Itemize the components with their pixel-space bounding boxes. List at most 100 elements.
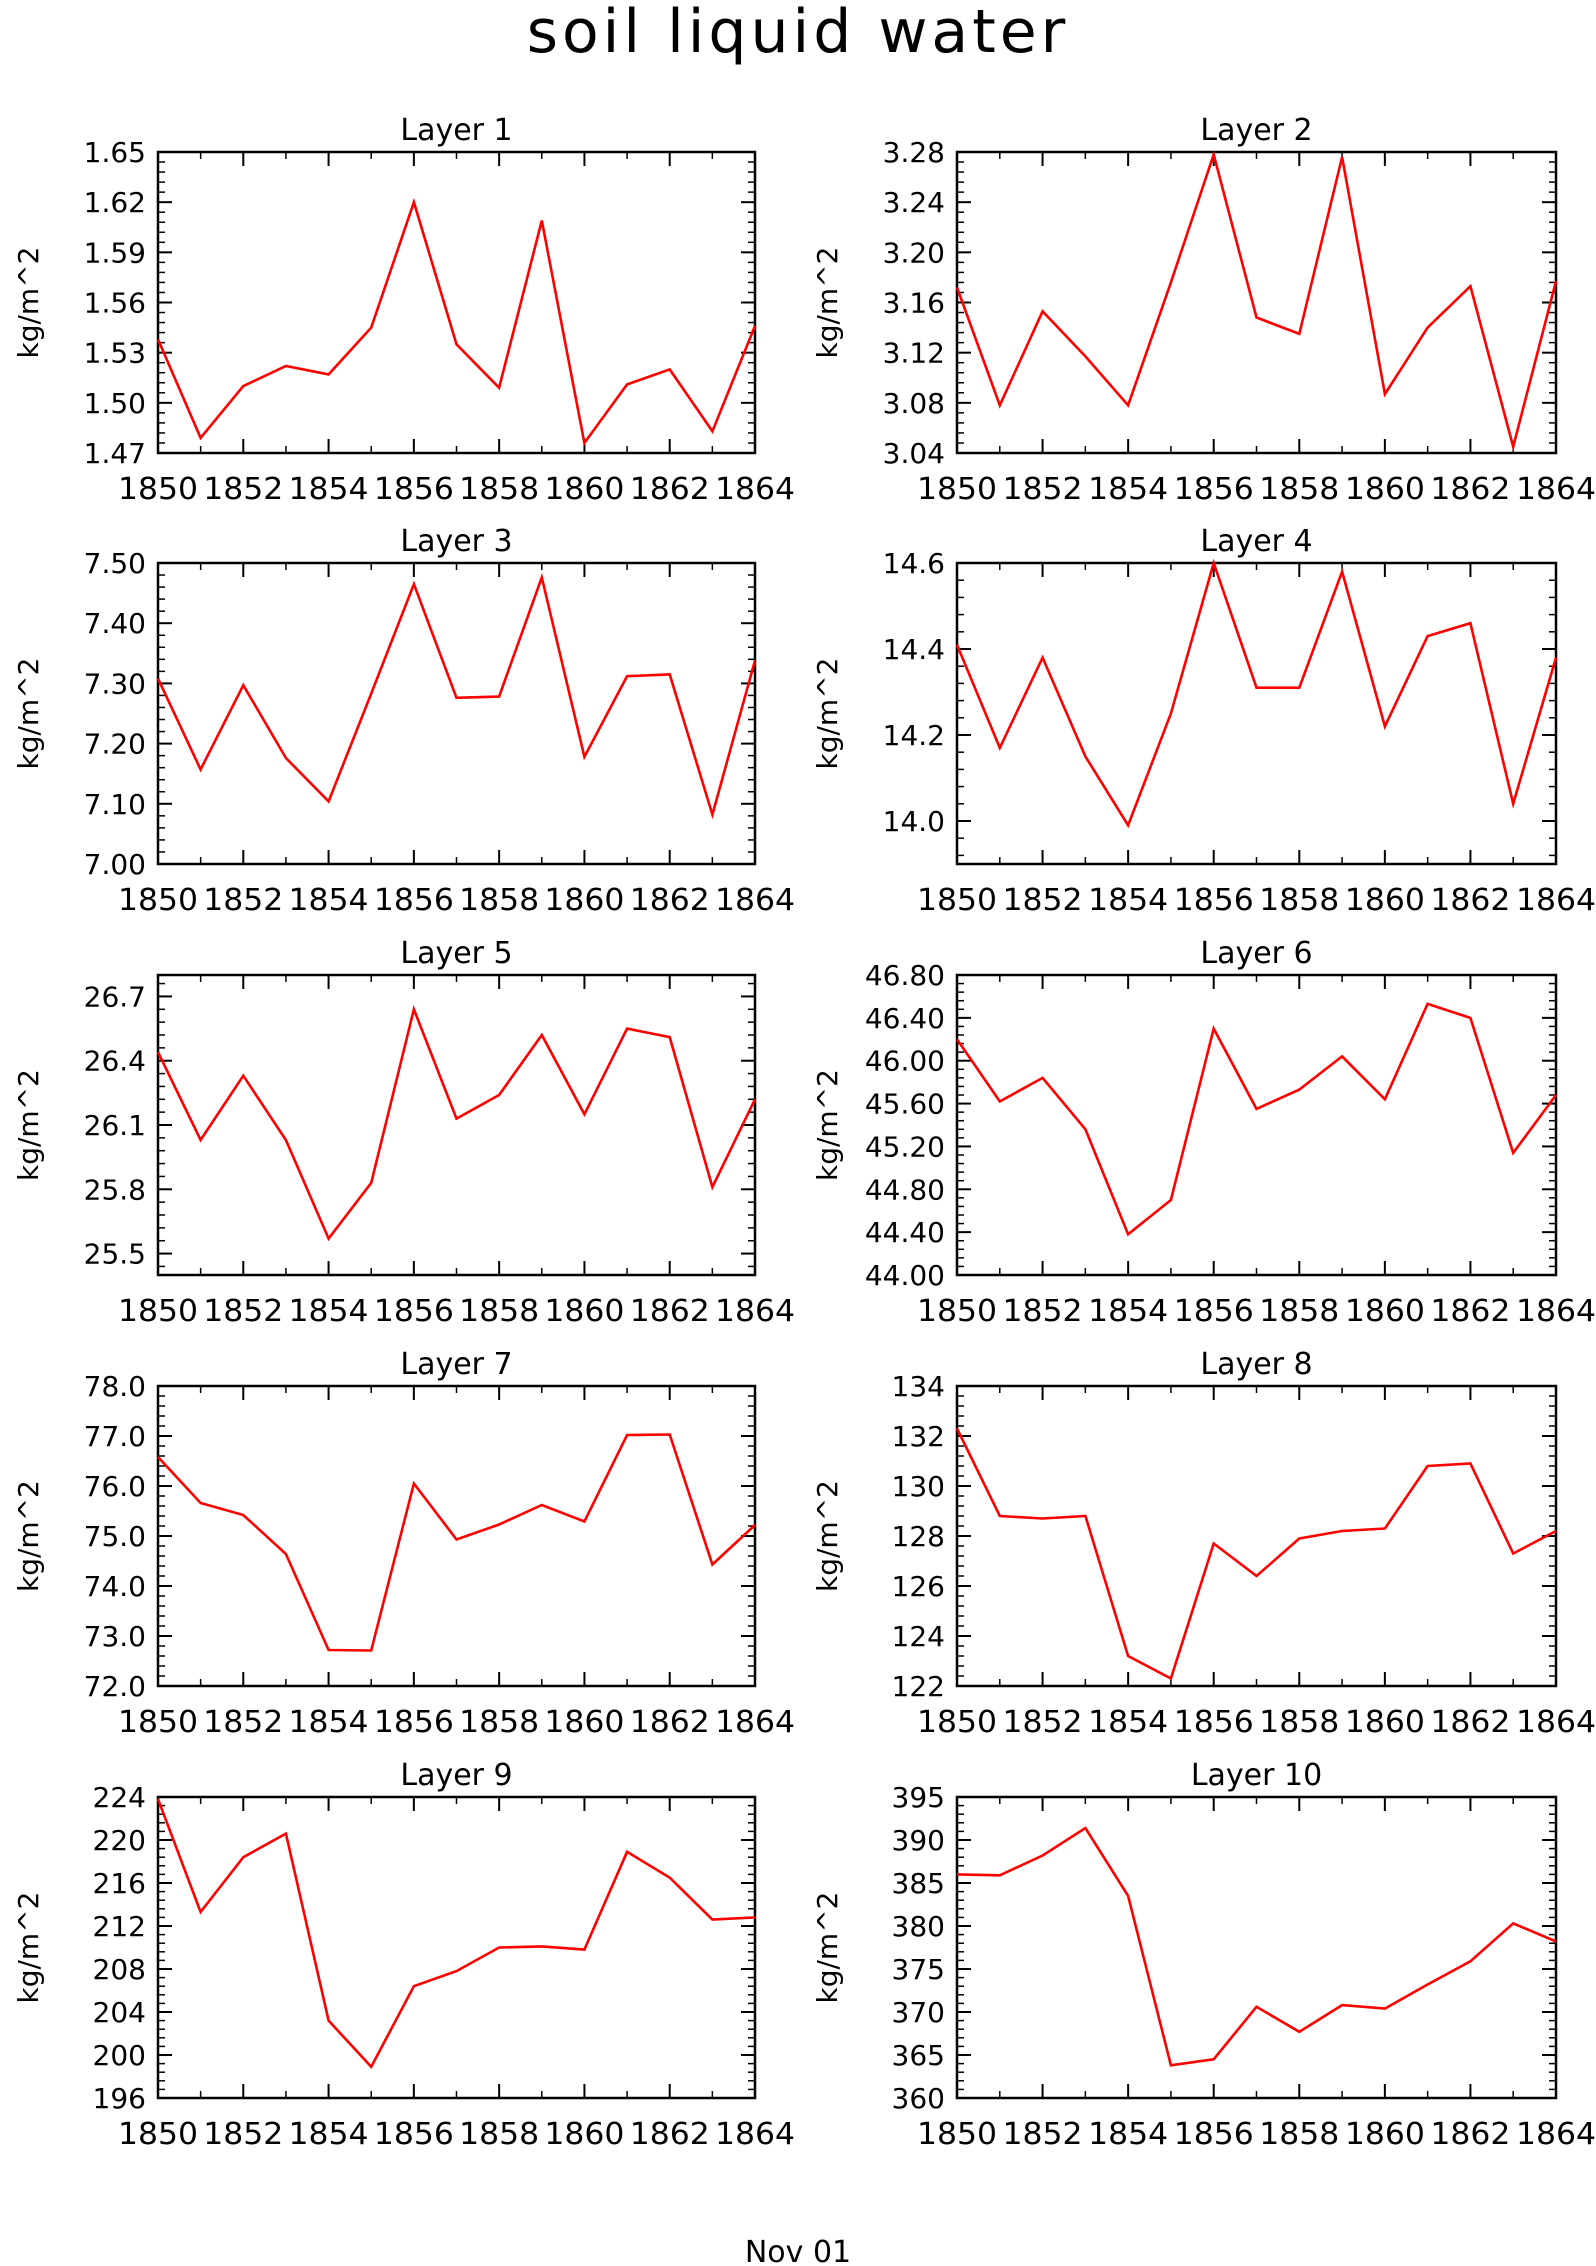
y-tick-label: 14.4	[883, 633, 945, 666]
chart-title: Layer 4	[1200, 524, 1312, 559]
x-tick-label: 1850	[917, 472, 997, 507]
y-tick-label: 44.00	[865, 1259, 945, 1292]
x-tick-label: 1858	[459, 2117, 539, 2152]
chart-title: Layer 1	[400, 113, 512, 148]
chart-title: Layer 9	[400, 1758, 512, 1793]
y-tick-label: 3.12	[883, 337, 945, 370]
y-tick-label: 370	[892, 1996, 945, 2029]
x-tick-label: 1856	[374, 1294, 454, 1329]
series-line	[156, 1004, 757, 1242]
x-tick-label: 1854	[1088, 472, 1168, 507]
y-tick-label: 3.28	[883, 136, 945, 169]
chart-title: Layer 5	[400, 936, 512, 971]
series-line	[955, 558, 1558, 829]
y-axis-label: kg/m^2	[12, 1892, 45, 2004]
chart-panel: Layer 1 kg/m^2 1.47 1.50 1.53 1.56 1.59 1.62 1.6…	[12, 113, 795, 507]
y-tick-label: 7.20	[84, 728, 146, 761]
x-tick-label: 1858	[459, 1294, 539, 1329]
x-tick-label: 1864	[715, 1294, 795, 1329]
y-axis-label: kg/m^2	[12, 658, 45, 770]
x-tick-label: 1856	[1174, 1705, 1254, 1740]
y-tick-label: 122	[892, 1670, 945, 1703]
x-tick-label: 1862	[1430, 472, 1510, 507]
series-line	[156, 1798, 756, 2070]
x-tick-label: 1858	[1259, 2117, 1339, 2152]
x-tick-label: 1864	[715, 883, 795, 918]
y-axis-label: kg/m^2	[12, 1069, 45, 1181]
y-tick-label: 360	[892, 2082, 945, 2115]
x-tick-label: 1862	[630, 1705, 710, 1740]
y-tick-label: 72.0	[84, 1670, 146, 1703]
x-tick-label: 1856	[1174, 472, 1254, 507]
chart-title: Layer 7	[400, 1347, 512, 1382]
y-tick-label: 46.00	[865, 1045, 945, 1078]
y-tick-label: 132	[892, 1420, 945, 1453]
y-tick-label: 380	[892, 1910, 945, 1943]
chart-panel: Layer 6 kg/m^2 44.00 44.40 44.80 45.20 45.60 46…	[811, 936, 1596, 1329]
x-tick-label: 1852	[203, 1705, 283, 1740]
x-tick-label: 1860	[544, 883, 624, 918]
x-tick-label: 1856	[1174, 2117, 1254, 2152]
y-tick-label: 208	[93, 1953, 146, 1986]
x-tick-label: 1850	[118, 1705, 198, 1740]
x-tick-label: 1864	[715, 472, 795, 507]
y-tick-label: 44.80	[865, 1173, 945, 1206]
x-tick-label: 1854	[1088, 883, 1168, 918]
x-tick-label: 1850	[917, 1705, 997, 1740]
plot-frame	[156, 1795, 757, 2100]
y-tick-label: 3.16	[883, 287, 945, 320]
chart-panel: Layer 7 kg/m^2 72.0 73.0 74.0 75.0 76.0 77.0 78.…	[12, 1347, 795, 1740]
y-tick-label: 1.62	[84, 186, 146, 219]
y-tick-label: 204	[93, 1996, 146, 2029]
y-tick-label: 3.08	[883, 387, 945, 420]
x-tick-label: 1854	[289, 472, 369, 507]
y-tick-label: 26.4	[84, 1045, 146, 1078]
chart-panel: Layer 3 kg/m^2 7.00 7.10 7.20 7.30 7.40 7.50 185…	[12, 524, 795, 918]
x-tick-label: 1860	[544, 472, 624, 507]
y-tick-label: 14.2	[883, 719, 945, 752]
plot-frame	[955, 1384, 1558, 1688]
x-tick-label: 1860	[1345, 1705, 1425, 1740]
y-tick-label: 25.8	[84, 1173, 146, 1206]
y-tick-label: 7.00	[84, 848, 146, 881]
chart-panel: Layer 2 kg/m^2 3.04 3.08 3.12 3.16 3.20 3.24 3.2…	[811, 113, 1596, 507]
x-tick-label: 1864	[1516, 1294, 1596, 1329]
x-tick-label: 1856	[374, 1705, 454, 1740]
x-tick-label: 1858	[1259, 1294, 1339, 1329]
x-tick-label: 1852	[1003, 883, 1083, 918]
y-tick-label: 130	[892, 1470, 945, 1503]
y-tick-label: 375	[892, 1953, 945, 1986]
y-tick-label: 1.65	[84, 136, 146, 169]
panels: Layer 1 kg/m^2 1.47 1.50 1.53 1.56 1.59 1.62 1.6…	[12, 113, 1596, 2152]
y-tick-label: 196	[93, 2082, 146, 2115]
chart-panel: Layer 10 kg/m^2 360 365 370 375 380 385 390 395 18…	[811, 1758, 1596, 2152]
x-tick-label: 1852	[1003, 2117, 1083, 2152]
x-tick-label: 1852	[203, 1294, 283, 1329]
y-axis-label: kg/m^2	[12, 1480, 45, 1592]
y-tick-label: 45.60	[865, 1088, 945, 1121]
chart-title: Layer 2	[1200, 113, 1312, 148]
plot-frame	[955, 561, 1558, 866]
y-tick-label: 365	[892, 2039, 945, 2072]
y-tick-label: 1.50	[84, 387, 146, 420]
y-axis-label: kg/m^2	[811, 658, 844, 770]
y-tick-label: 1.56	[84, 287, 146, 320]
y-tick-label: 7.50	[84, 547, 146, 580]
x-tick-label: 1854	[289, 1294, 369, 1329]
x-tick-label: 1852	[1003, 1705, 1083, 1740]
x-tick-label: 1860	[1345, 472, 1425, 507]
chart-title: Layer 3	[400, 524, 512, 559]
y-tick-label: 46.40	[865, 1002, 945, 1035]
x-tick-label: 1850	[917, 1294, 997, 1329]
x-tick-label: 1854	[289, 1705, 369, 1740]
y-tick-label: 7.40	[84, 607, 146, 640]
x-tick-label: 1860	[1345, 2117, 1425, 2152]
x-tick-label: 1850	[917, 2117, 997, 2152]
y-tick-label: 78.0	[84, 1370, 146, 1403]
y-tick-label: 77.0	[84, 1420, 146, 1453]
y-tick-label: 212	[93, 1910, 146, 1943]
y-tick-label: 73.0	[84, 1620, 146, 1653]
